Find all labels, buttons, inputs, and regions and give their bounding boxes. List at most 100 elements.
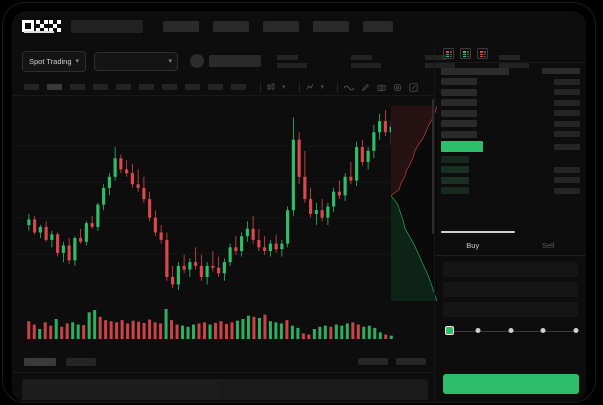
chart-vertical-scrollbar[interactable] — [432, 99, 434, 234]
trading-app-window: Spot Trading ▾ ▾ — [12, 11, 586, 402]
toolbar-divider — [337, 82, 339, 92]
volume-histogram — [12, 299, 434, 347]
settings-gear-icon[interactable] — [393, 83, 402, 92]
timeframe-button-7[interactable] — [162, 84, 177, 90]
orderbook-ask-row[interactable] — [435, 88, 586, 96]
slider-handle[interactable] — [445, 326, 454, 335]
orderbook-mode-switcher — [435, 45, 586, 63]
tab-order-history[interactable] — [66, 357, 96, 366]
sidebar-item-nav-5[interactable] — [363, 20, 393, 32]
tab-buy[interactable]: Buy — [466, 240, 480, 250]
okx-logo-x — [49, 20, 61, 32]
stat-last-price — [277, 54, 308, 68]
slider-stop-75[interactable] — [540, 328, 546, 333]
timeframe-button-10[interactable] — [231, 84, 246, 90]
candlestick-type-icon[interactable] — [267, 83, 275, 91]
timeframe-button-2[interactable] — [47, 84, 62, 90]
wave-indicator-icon[interactable] — [344, 83, 355, 91]
timeframe-button-1[interactable] — [24, 84, 39, 90]
amount-field[interactable] — [443, 302, 578, 317]
depth-svg — [391, 106, 437, 301]
tab-open-orders[interactable] — [24, 357, 56, 366]
trading-mode-label: Spot Trading — [29, 56, 72, 66]
ask-size-bar — [554, 89, 580, 95]
order-type-field[interactable] — [443, 262, 578, 277]
timeframe-button-6[interactable] — [139, 84, 154, 90]
bid-size-bar — [554, 177, 580, 183]
orderbook-ask-row[interactable] — [435, 120, 586, 128]
sidebar-item-nav-4[interactable] — [313, 20, 349, 32]
orders-action-1[interactable] — [358, 358, 388, 365]
orderbook-header — [435, 67, 586, 75]
ask-size-bar — [554, 110, 580, 116]
okx-logo-o — [22, 20, 34, 32]
tab-sell[interactable]: Sell — [541, 240, 555, 250]
orderbook-mode-both[interactable] — [443, 48, 454, 59]
orderbook-ask-row[interactable] — [435, 99, 586, 107]
stat-label — [425, 54, 447, 60]
timeframe-button-5[interactable] — [116, 84, 131, 90]
orderbook-ask-row[interactable] — [435, 109, 586, 117]
top-navigation-bar — [12, 11, 586, 41]
orderbook-mode-asks[interactable] — [477, 48, 488, 59]
pencil-draw-icon[interactable] — [361, 83, 370, 92]
buy-sell-tabs: Buy Sell — [435, 235, 586, 256]
trade-sidebar: Buy Sell — [434, 45, 586, 402]
camera-snapshot-icon[interactable] — [377, 83, 386, 92]
bid-price-bar — [441, 166, 469, 173]
orders-action-2[interactable] — [396, 358, 426, 365]
orderbook-bid-row[interactable] — [435, 187, 586, 195]
bid-price-bar — [441, 176, 469, 184]
pair-select-dropdown[interactable]: ▾ — [94, 51, 179, 71]
orderbook-bid-row[interactable] — [435, 176, 586, 184]
timeframe-button-4[interactable] — [93, 84, 108, 90]
orders-table-panel-left — [22, 379, 221, 400]
timeframe-button-9[interactable] — [208, 84, 223, 90]
timeframe-button-3[interactable] — [70, 84, 85, 90]
ask-price-bar — [441, 109, 477, 117]
order-entry-form — [435, 256, 586, 317]
sidebar-item-nav-2[interactable] — [213, 20, 249, 32]
orderbook-bid-row[interactable] — [435, 166, 586, 174]
ask-price-bar — [441, 78, 477, 85]
candlestick-svg — [12, 110, 434, 290]
orderbook-ask-row[interactable] — [435, 78, 586, 86]
ask-size-bar — [554, 120, 580, 127]
submit-buy-button[interactable] — [443, 374, 579, 394]
chevron-down-icon[interactable]: ▾ — [282, 83, 286, 91]
timeframe-button-8[interactable] — [185, 84, 200, 90]
orderbook-header-right — [542, 68, 580, 74]
orderbook-bid-row[interactable] — [435, 155, 586, 163]
okx-logo-k — [35, 20, 48, 32]
slider-stop-50[interactable] — [508, 328, 513, 333]
ask-size-bar — [554, 78, 580, 85]
nav-search-box[interactable] — [71, 19, 143, 33]
ask-price-bar — [441, 120, 477, 127]
indicator-icon[interactable] — [306, 83, 314, 91]
pair-name-placeholder — [209, 55, 262, 67]
chevron-down-icon[interactable]: ▾ — [320, 83, 325, 91]
price-candlestick-chart[interactable] — [12, 96, 434, 296]
stat-value — [499, 62, 530, 68]
fullscreen-icon[interactable] — [409, 82, 418, 92]
orderbook[interactable] — [435, 63, 586, 235]
bid-price-bar — [441, 187, 469, 194]
market-depth-overlay — [391, 106, 437, 301]
orderbook-mode-bids[interactable] — [460, 48, 471, 59]
orderbook-scrollbar[interactable] — [441, 231, 515, 233]
spread-highlight-bar — [441, 141, 483, 152]
bid-size-bar — [554, 187, 580, 194]
stat-label — [499, 54, 521, 60]
sidebar-item-nav-1[interactable] — [163, 20, 199, 32]
amount-slider[interactable] — [445, 325, 579, 339]
orderbook-spread-row[interactable] — [435, 141, 586, 153]
ask-price-bar — [441, 99, 477, 106]
okx-logo[interactable] — [22, 20, 61, 32]
slider-stop-25[interactable] — [475, 328, 481, 333]
slider-stop-100[interactable] — [573, 328, 579, 333]
price-field[interactable] — [443, 282, 578, 297]
stat-label — [277, 54, 299, 60]
orderbook-ask-row[interactable] — [435, 130, 586, 138]
trading-mode-dropdown[interactable]: Spot Trading ▾ — [22, 50, 87, 72]
sidebar-item-nav-3[interactable] — [263, 20, 299, 32]
